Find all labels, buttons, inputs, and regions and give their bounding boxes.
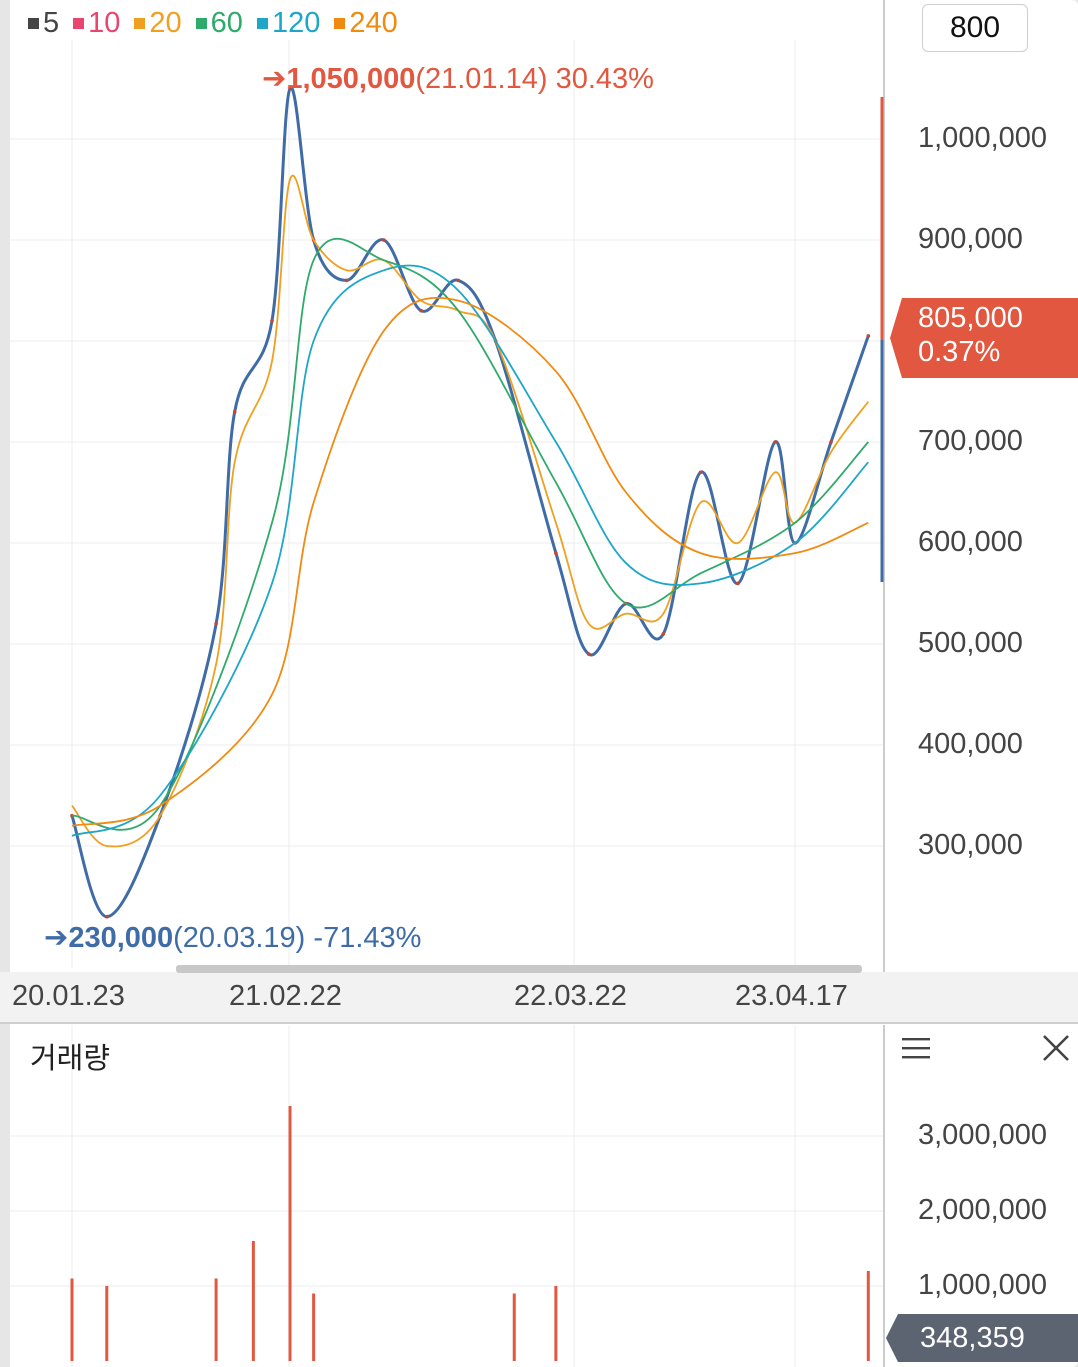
volume-y-tick-label: 3,000,000 (918, 1119, 1048, 1151)
legend-swatch (73, 17, 85, 29)
legend-label: 60 (210, 7, 243, 39)
volume-spike-bar (554, 1286, 558, 1361)
volume-chart[interactable] (0, 1025, 1078, 1367)
legend-swatch (334, 17, 346, 29)
current-volume: 348,359 (920, 1322, 1025, 1354)
legend-item-120[interactable]: 120 (256, 6, 321, 40)
arrow-right-icon: ➔ (44, 922, 69, 954)
high-change: 30.43% (555, 63, 654, 95)
x-axis-band (0, 972, 1078, 1024)
high-date: (21.01.14) (415, 63, 548, 95)
period-button[interactable]: 800 (922, 4, 1028, 52)
legend-label: 5 (43, 7, 60, 39)
legend-item-60[interactable]: 60 (195, 6, 243, 40)
price-point (288, 86, 292, 91)
x-tick-label: 22.03.22 (514, 980, 627, 1012)
price-point (866, 334, 871, 338)
low-annotation: ➔230,000(20.03.19) -71.43% (44, 920, 421, 955)
x-tick-label: 23.04.17 (735, 980, 848, 1012)
current-volume-tag: 348,359 (886, 1314, 1078, 1362)
y-tick-label: 300,000 (918, 829, 1023, 861)
legend-label: 10 (88, 7, 121, 39)
legend-swatch (134, 17, 146, 29)
legend-swatch (256, 17, 268, 29)
volume-spike-bar (70, 1278, 74, 1361)
low-change: -71.43% (313, 922, 422, 954)
volume-spike-bar (105, 1286, 109, 1361)
volume-spike-bar (866, 1271, 870, 1361)
volume-title: 거래량 (30, 1043, 111, 1075)
legend-label: 120 (271, 7, 321, 39)
volume-y-tick-label: 2,000,000 (918, 1194, 1048, 1226)
y-tick-label: 700,000 (918, 425, 1023, 457)
price-point (829, 440, 833, 444)
volume-spike-bar (288, 1106, 292, 1361)
y-tick-label: 500,000 (918, 627, 1023, 659)
low-price: 230,000 (68, 922, 174, 954)
current-price: 805,000 (918, 302, 1023, 334)
volume-spike-bar (312, 1293, 316, 1361)
series-line-120 (71, 264, 869, 837)
price-point (661, 632, 666, 636)
arrow-right-icon: ➔ (262, 63, 287, 95)
y-tick-label: 600,000 (918, 526, 1023, 558)
volume-spike-bar (251, 1241, 255, 1361)
volume-y-tick-label: 1,000,000 (918, 1269, 1048, 1301)
price-point (214, 622, 218, 626)
price-point (382, 238, 386, 242)
series-line-5 (70, 86, 870, 919)
price-point (104, 914, 109, 919)
price-point (456, 278, 461, 283)
current-price-tag: 805,000 0.37% (890, 298, 1078, 378)
price-point (586, 652, 591, 656)
y-tick-label: 1,000,000 (918, 122, 1048, 154)
range-scrollbar[interactable] (176, 965, 862, 973)
legend: 5 10 20 60 120 240 (28, 6, 398, 40)
legend-item-10[interactable]: 10 (73, 6, 120, 40)
series-line-60 (71, 237, 869, 831)
price-point (773, 440, 777, 444)
price-point (554, 551, 558, 555)
close-icon[interactable] (1040, 1032, 1072, 1064)
y-tick-label: 400,000 (918, 728, 1023, 760)
series-line-240 (71, 296, 869, 827)
legend-swatch (195, 17, 207, 29)
legend-item-5[interactable]: 5 (28, 6, 59, 40)
legend-item-240[interactable]: 240 (334, 6, 398, 40)
price-chart[interactable] (0, 0, 1078, 1025)
price-point (698, 470, 703, 475)
x-tick-label: 20.01.23 (12, 980, 125, 1012)
menu-icon[interactable] (900, 1032, 932, 1064)
high-price: 1,050,000 (286, 63, 416, 95)
legend-label: 20 (149, 7, 182, 39)
price-point (232, 409, 237, 414)
legend-label: 240 (349, 7, 398, 39)
x-tick-label: 21.02.22 (229, 980, 342, 1012)
legend-swatch (28, 17, 39, 29)
price-point (419, 308, 423, 313)
left-margin-strip (0, 0, 10, 1367)
price-point (736, 581, 740, 586)
y-tick-label: 900,000 (918, 223, 1023, 255)
volume-spike-bar (214, 1278, 218, 1361)
legend-item-20[interactable]: 20 (134, 6, 182, 40)
high-annotation: ➔1,050,000(21.01.14) 30.43% (262, 61, 654, 96)
volume-spike-bar (512, 1293, 516, 1361)
low-date: (20.03.19) (173, 922, 306, 954)
price-point (270, 319, 274, 323)
series-line-20 (71, 175, 870, 848)
current-change: 0.37% (918, 336, 1001, 368)
price-point (344, 278, 349, 283)
